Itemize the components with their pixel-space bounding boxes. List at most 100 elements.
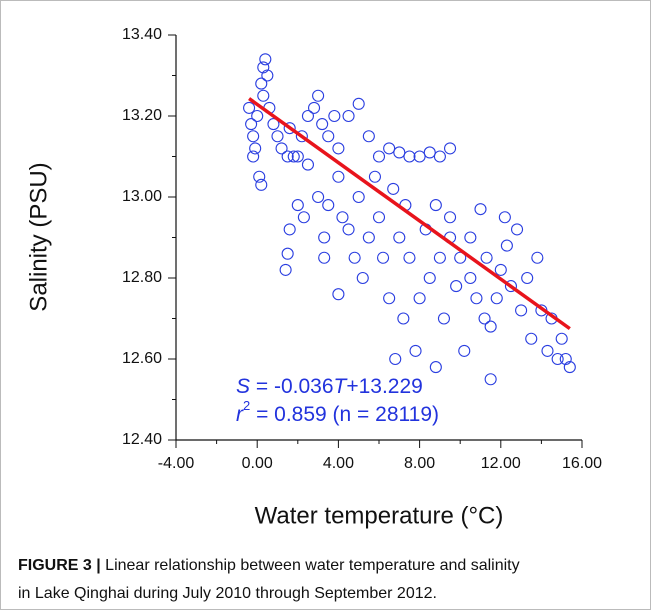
- point: [275, 142, 288, 155]
- point: [322, 130, 335, 143]
- point: [281, 247, 294, 260]
- point: [279, 263, 292, 276]
- point: [243, 101, 256, 114]
- point: [443, 211, 457, 224]
- y-tick-label: 13.40: [122, 26, 162, 43]
- caption-label: FIGURE 3 |: [18, 557, 101, 574]
- point: [257, 61, 270, 74]
- point: [253, 170, 266, 183]
- point: [500, 239, 513, 252]
- r-part: r: [236, 403, 244, 426]
- point: [484, 320, 497, 333]
- point: [521, 271, 534, 285]
- point: [368, 170, 381, 183]
- point: [377, 251, 390, 264]
- point: [480, 251, 493, 264]
- point: [372, 211, 386, 224]
- point: [504, 280, 518, 293]
- point: [336, 211, 349, 224]
- point: [478, 312, 491, 325]
- fit-line: [248, 97, 571, 331]
- point: [312, 190, 325, 204]
- point: [555, 332, 568, 345]
- caption-text: Linear relationship between water temper…: [101, 557, 520, 574]
- point: [464, 271, 477, 285]
- point: [271, 130, 284, 143]
- point: [342, 223, 355, 236]
- x-tick-label: -4.00: [158, 455, 195, 472]
- point: [301, 109, 315, 123]
- point: [318, 251, 331, 264]
- point: [498, 211, 511, 224]
- point: [490, 292, 503, 305]
- point: [443, 142, 457, 155]
- point: [249, 142, 262, 155]
- point: [397, 312, 410, 325]
- point: [261, 69, 274, 82]
- point: [387, 182, 400, 195]
- point: [484, 373, 497, 386]
- point: [352, 190, 365, 204]
- point: [251, 109, 264, 123]
- point: [255, 178, 268, 191]
- equation-part: = -0.036: [250, 375, 333, 398]
- x-tick-label: 16.00: [562, 455, 602, 472]
- y-tick-label: 13.00: [122, 188, 162, 205]
- point: [423, 146, 436, 159]
- equation-part: +13.229: [346, 375, 423, 398]
- point: [389, 352, 402, 366]
- point: [551, 352, 564, 366]
- point: [413, 292, 426, 305]
- point: [332, 142, 345, 155]
- point: [257, 89, 270, 102]
- point: [403, 251, 416, 264]
- point: [474, 203, 487, 216]
- point: [318, 231, 331, 244]
- point: [281, 150, 294, 163]
- point: [450, 280, 463, 293]
- point: [559, 352, 572, 366]
- point: [332, 288, 345, 301]
- point: [291, 199, 304, 212]
- x-axis-label: Water temperature (°C): [255, 502, 504, 529]
- equation: S = -0.036T+13.229: [236, 375, 423, 398]
- point: [458, 344, 471, 357]
- point: [267, 118, 280, 131]
- point: [297, 211, 310, 224]
- y-axis-label: Salinity (PSU): [25, 162, 52, 311]
- point: [433, 150, 446, 163]
- point: [307, 101, 321, 114]
- point: [372, 150, 386, 163]
- point: [454, 251, 467, 264]
- point: [259, 53, 272, 66]
- caption-line: in Lake Qinghai during July 2010 through…: [18, 585, 437, 602]
- y-tick-label: 13.20: [122, 107, 162, 124]
- point: [283, 122, 296, 135]
- point: [563, 361, 576, 374]
- plot: -4.00 0.00 4.00 8.00 12.00 16.00 12.40 12.60 12.…: [122, 26, 602, 472]
- point: [316, 118, 329, 131]
- point: [287, 150, 300, 163]
- point: [470, 292, 483, 305]
- point: [328, 109, 341, 123]
- point: [413, 150, 426, 163]
- point: [525, 332, 538, 345]
- point: [322, 199, 335, 212]
- point: [301, 158, 315, 171]
- equation-part: T: [334, 375, 349, 398]
- point: [295, 130, 308, 143]
- point: [255, 77, 268, 90]
- point: [409, 344, 422, 357]
- point: [393, 231, 406, 244]
- point: [494, 263, 507, 276]
- point: [247, 150, 260, 163]
- point: [433, 251, 446, 264]
- point: [342, 109, 355, 123]
- point: [541, 344, 554, 357]
- point: [383, 292, 396, 305]
- x-tick-label: 0.00: [242, 455, 273, 472]
- y-tick-label: 12.60: [122, 350, 162, 367]
- point: [356, 271, 369, 285]
- r-part: 2: [243, 398, 250, 413]
